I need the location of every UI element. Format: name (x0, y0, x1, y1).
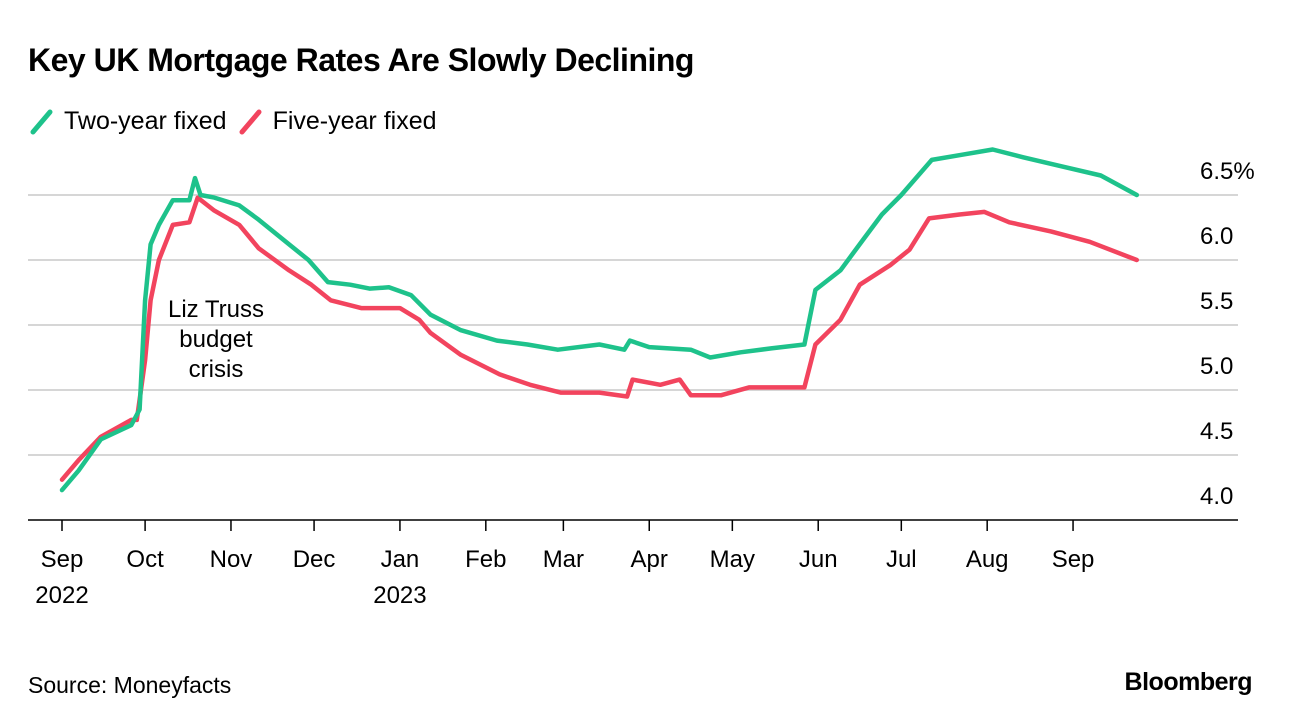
x-tick-label: Nov (210, 546, 253, 573)
x-tick-label: Aug (966, 546, 1009, 573)
legend-swatch-five-year-icon (239, 109, 262, 135)
series-line-five-year-fixed (59, 195, 1140, 482)
annotation-line: crisis (189, 356, 244, 383)
y-tick-label: 4.5 (1200, 418, 1233, 445)
x-tick-year-label: 2022 (35, 582, 88, 609)
y-tick-label: 6.0 (1200, 223, 1233, 250)
x-tick-label: Sep (1052, 546, 1095, 573)
x-tick-label: Sep (41, 546, 84, 573)
x-tick-label: Feb (465, 546, 506, 573)
bloomberg-logo: Bloomberg (1124, 668, 1253, 696)
x-tick-label: Apr (631, 546, 668, 573)
x-tick-label: Jun (799, 546, 838, 573)
chart-title: Key UK Mortgage Rates Are Slowly Declini… (28, 42, 694, 78)
legend-label: Five-year fixed (272, 106, 437, 135)
legend: Two-year fixed Five-year fixed (30, 106, 449, 136)
x-tick-label: May (710, 546, 755, 573)
y-tick-label: 5.0 (1200, 353, 1233, 380)
x-tick-label: Mar (543, 546, 584, 573)
x-tick-label: Oct (126, 546, 164, 573)
x-tick-label: Dec (293, 546, 336, 573)
legend-item-two-year: Two-year fixed (30, 106, 227, 136)
series-line-two-year-fixed (59, 147, 1140, 493)
y-tick-label: 4.0 (1200, 483, 1233, 510)
x-tick-label: Jul (886, 546, 917, 573)
y-tick-label: 6.5% (1200, 158, 1255, 185)
y-tick-label: 5.5 (1200, 288, 1233, 315)
legend-label: Two-year fixed (64, 106, 227, 135)
legend-item-five-year: Five-year fixed (239, 106, 437, 136)
annotation-line: Liz Truss (168, 296, 264, 323)
x-tick-label: Jan (381, 546, 420, 573)
legend-swatch-two-year-icon (30, 109, 53, 135)
x-tick-year-label: 2023 (373, 582, 426, 609)
source-note: Source: Moneyfacts (28, 672, 232, 698)
annotation-line: budget (179, 326, 253, 353)
